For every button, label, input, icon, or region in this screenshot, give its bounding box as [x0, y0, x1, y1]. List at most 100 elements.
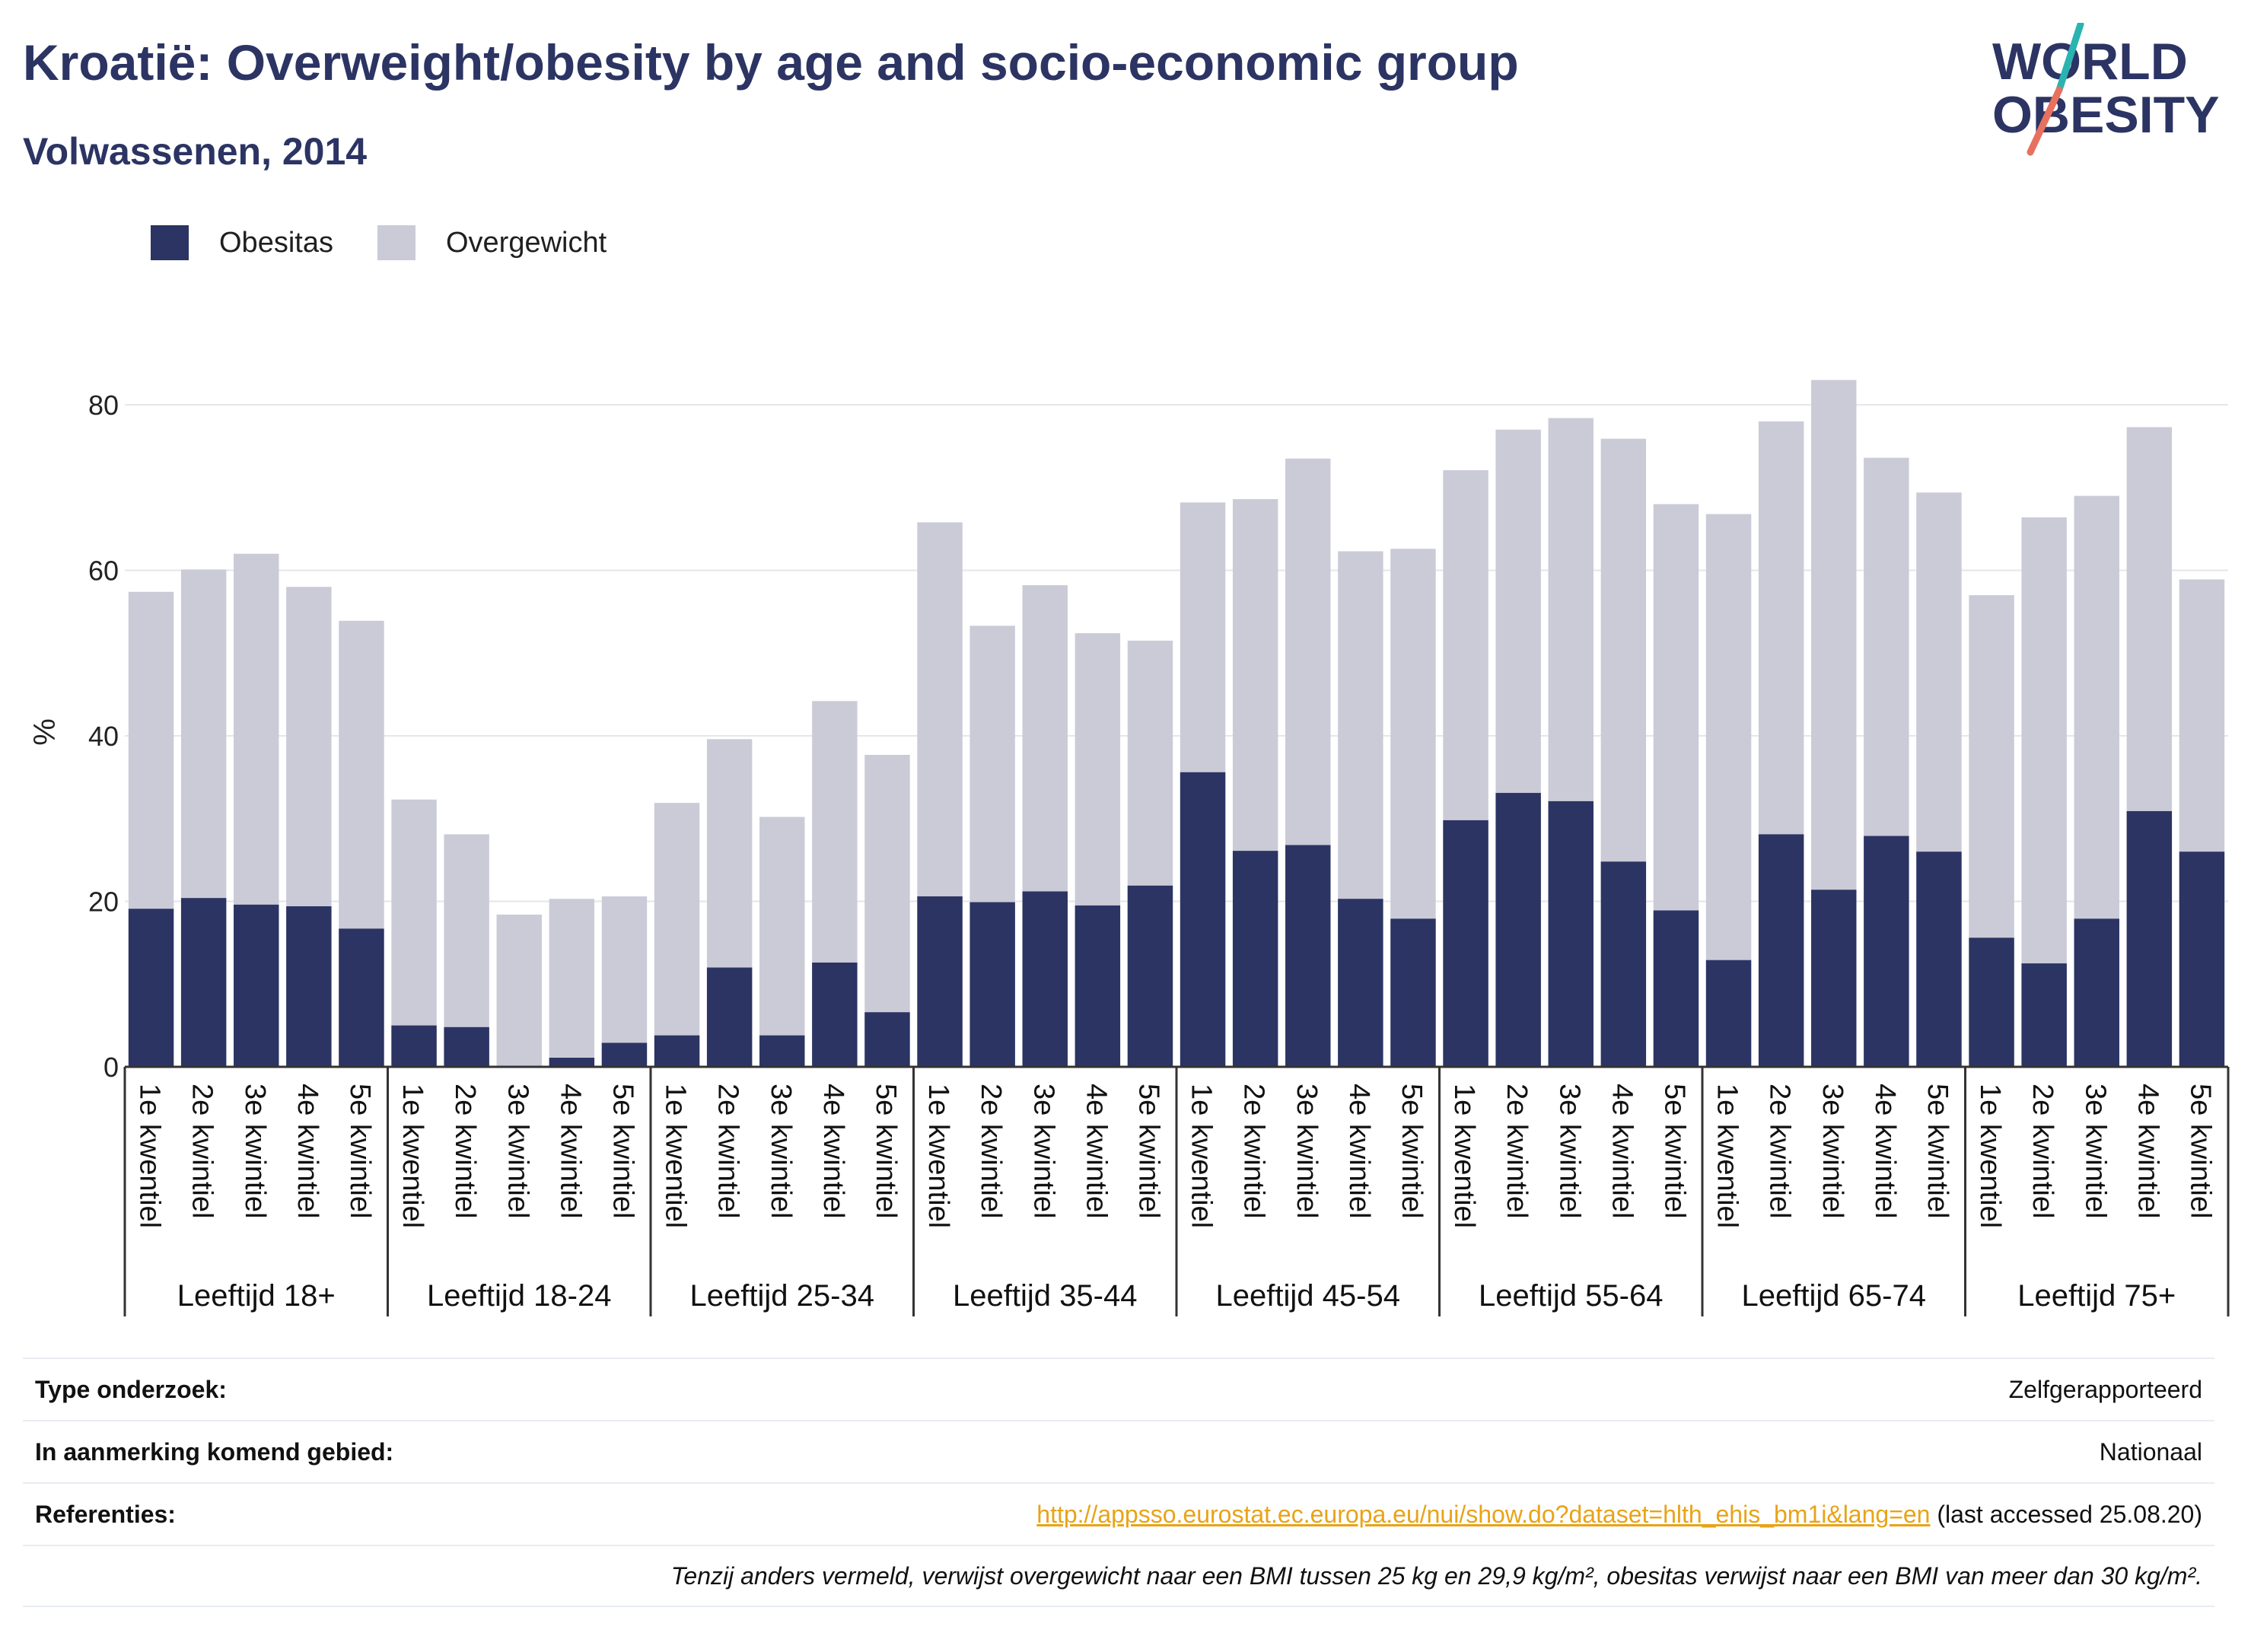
x-tick-label: 1e kwentiel	[660, 1084, 692, 1228]
logo-text-obesity: OBESITY	[1992, 86, 2220, 144]
y-axis-label: %	[28, 718, 62, 746]
legend-label-obesity: Obesitas	[219, 226, 333, 259]
x-tick-label: 1e kwentiel	[1711, 1084, 1743, 1228]
x-tick-label: 1e kwentiel	[922, 1084, 954, 1228]
x-tick-label: 4e kwintiel	[1080, 1084, 1112, 1218]
x-tick-label: 2e kwintiel	[449, 1084, 481, 1218]
group-label: Leeftijd 55-64	[1479, 1279, 1663, 1313]
info-row-note: Tenzij anders vermeld, verwijst overgewi…	[23, 1545, 2214, 1607]
bar-obesity	[1653, 910, 1699, 1067]
group-label: Leeftijd 18+	[177, 1279, 336, 1313]
group-label: Leeftijd 25-34	[690, 1279, 874, 1313]
info-value: Nationaal	[2099, 1437, 2202, 1466]
info-key: Referenties:	[35, 1500, 176, 1528]
chart-subtitle: Volwassenen, 2014	[23, 130, 368, 173]
bar-obesity	[1180, 772, 1226, 1067]
bar-chart: 0 20 40 60 80% 1e kwentiel 2e kwintiel 3e kwint…	[28, 380, 2230, 1316]
x-tick-label: 3e kwintiel	[1027, 1084, 1059, 1218]
x-tick-label: 1e kwentiel	[134, 1084, 166, 1228]
bar-overweight	[496, 914, 542, 1067]
x-tick-label: 4e kwintiel	[554, 1084, 586, 1218]
chart-legend: Obesitas Overgewicht	[151, 225, 651, 260]
bar-obesity	[1338, 899, 1383, 1067]
bar-obesity	[1285, 845, 1331, 1067]
reference-link[interactable]: http://appsso.eurostat.ec.europa.eu/nui/…	[1036, 1500, 1931, 1528]
bar-overweight	[601, 896, 648, 1067]
bar-obesity	[1127, 885, 1173, 1067]
world-obesity-logo: WORLD OBESITY	[1992, 23, 2220, 156]
group-label: Leeftijd 75+	[2017, 1279, 2176, 1313]
x-tick-label: 5e kwintiel	[344, 1084, 376, 1218]
y-tick-label: 60	[88, 555, 119, 587]
bar-overweight	[654, 803, 700, 1067]
bar-obesity	[654, 1035, 700, 1067]
x-tick-label: 3e kwintiel	[1816, 1084, 1848, 1218]
info-row-area: In aanmerking komend gebied: Nationaal	[23, 1420, 2214, 1482]
footnote: Tenzij anders vermeld, verwijst overgewi…	[670, 1561, 2202, 1590]
x-tick-label: 4e kwintiel	[2132, 1084, 2163, 1218]
bar-obesity	[1022, 891, 1068, 1067]
bar-obesity	[1075, 905, 1121, 1067]
y-tick-label: 20	[88, 886, 119, 918]
legend-swatch-obesity	[151, 225, 189, 260]
info-row-survey-type: Type onderzoek: Zelfgerapporteerd	[23, 1358, 2214, 1420]
chart-title: Kroatië: Overweight/obesity by age and s…	[23, 34, 1519, 91]
x-tick-label: 4e kwintiel	[817, 1084, 849, 1218]
info-value: http://appsso.eurostat.ec.europa.eu/nui/…	[1036, 1501, 2202, 1529]
y-tick-label: 80	[88, 390, 119, 421]
bar-obesity	[1600, 861, 1647, 1067]
x-tick-label: 4e kwintiel	[1869, 1084, 1901, 1218]
info-table: Type onderzoek: Zelfgerapporteerd In aan…	[23, 1358, 2214, 1607]
x-tick-label: 2e kwintiel	[1764, 1084, 1796, 1218]
x-tick-label: 5e kwintiel	[607, 1084, 638, 1218]
bar-obesity	[1811, 890, 1857, 1067]
legend-label-overweight: Overgewicht	[445, 226, 607, 259]
x-tick-label: 3e kwintiel	[765, 1084, 797, 1218]
x-tick-label: 4e kwintiel	[291, 1084, 323, 1218]
bar-obesity	[1495, 793, 1541, 1067]
reference-suffix: (last accessed 25.08.20)	[1930, 1500, 2202, 1528]
legend-swatch-overweight	[377, 225, 415, 260]
bar-obesity	[1864, 836, 1909, 1067]
info-row-references: Referenties: http://appsso.eurostat.ec.e…	[23, 1482, 2214, 1545]
bar-obesity	[2126, 810, 2173, 1067]
x-tick-label: 2e kwintiel	[1501, 1084, 1533, 1218]
bar-obesity	[2074, 918, 2119, 1067]
x-tick-label: 2e kwintiel	[975, 1084, 1007, 1218]
logo-text-world: WORLD	[1992, 33, 2188, 91]
y-tick-label: 0	[103, 1052, 119, 1083]
bar-overweight	[759, 816, 805, 1067]
x-tick-label: 5e kwintiel	[1658, 1084, 1690, 1218]
bar-obesity	[1548, 801, 1594, 1067]
x-tick-label: 5e kwintiel	[2184, 1084, 2216, 1218]
bar-obesity	[286, 906, 332, 1067]
x-tick-label: 2e kwintiel	[2027, 1084, 2058, 1218]
x-tick-label: 3e kwintiel	[501, 1084, 533, 1218]
group-label: Leeftijd 35-44	[953, 1279, 1137, 1313]
legend-item-overweight[interactable]: Overgewicht	[377, 225, 607, 260]
x-tick-label: 1e kwentiel	[1186, 1084, 1218, 1228]
x-tick-label: 2e kwintiel	[186, 1084, 218, 1218]
x-tick-label: 5e kwintiel	[870, 1084, 902, 1218]
logo-slash-teal	[2055, 23, 2084, 94]
info-key: In aanmerking komend gebied:	[35, 1437, 394, 1466]
bar-obesity	[1969, 937, 2014, 1067]
x-tick-label: 1e kwentiel	[1974, 1084, 2006, 1228]
legend-item-obesity[interactable]: Obesitas	[151, 225, 333, 260]
bar-obesity	[759, 1035, 805, 1067]
group-label: Leeftijd 65-74	[1742, 1279, 1926, 1313]
bar-obesity	[1232, 851, 1278, 1067]
x-tick-label: 3e kwintiel	[1553, 1084, 1585, 1218]
x-tick-label: 3e kwintiel	[1291, 1084, 1323, 1218]
bar-obesity	[969, 902, 1015, 1067]
x-tick-label: 5e kwintiel	[1396, 1084, 1428, 1218]
bar-obesity	[339, 928, 384, 1067]
logo-slash-coral	[2027, 86, 2063, 156]
bar-obesity	[2179, 851, 2225, 1067]
bar-obesity	[1443, 820, 1488, 1067]
bar-obesity	[812, 962, 858, 1067]
bar-obesity	[444, 1027, 489, 1067]
x-tick-label: 5e kwintiel	[1921, 1084, 1953, 1218]
bar-obesity	[1916, 851, 1962, 1067]
x-tick-label: 1e kwentiel	[1448, 1084, 1480, 1228]
